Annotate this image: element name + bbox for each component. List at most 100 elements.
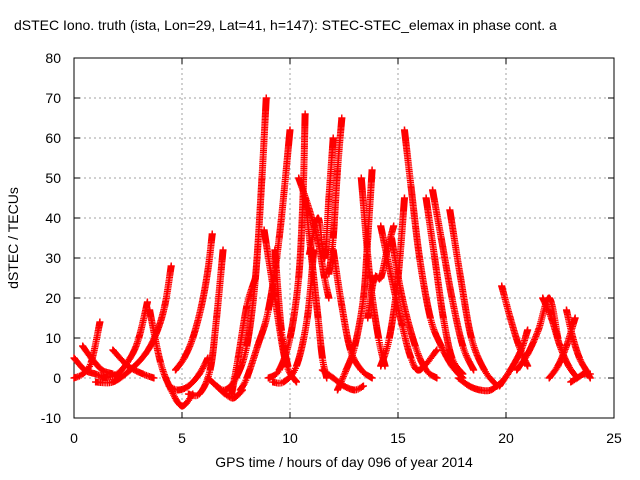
data-point bbox=[174, 386, 182, 394]
data-arc bbox=[172, 230, 216, 374]
data-point bbox=[357, 174, 365, 182]
y-tick-label: 40 bbox=[45, 210, 61, 226]
y-tick-label: 30 bbox=[45, 250, 61, 266]
data-point bbox=[448, 294, 456, 302]
data-point bbox=[582, 366, 590, 374]
data-point bbox=[305, 250, 313, 258]
data-point bbox=[465, 382, 473, 390]
data-point bbox=[329, 134, 337, 142]
data-arc bbox=[454, 374, 506, 395]
data-point bbox=[325, 194, 333, 202]
data-point bbox=[124, 362, 132, 370]
plot-frame bbox=[73, 57, 615, 419]
y-tick-label: 10 bbox=[45, 330, 61, 346]
data-point bbox=[213, 382, 221, 390]
data-point bbox=[269, 378, 277, 386]
y-tick-label: 20 bbox=[45, 290, 61, 306]
data-point bbox=[539, 294, 547, 302]
data-point bbox=[314, 214, 322, 222]
data-arc bbox=[228, 274, 259, 398]
data-point bbox=[437, 234, 445, 242]
data-point bbox=[586, 370, 594, 378]
data-point bbox=[351, 386, 359, 394]
data-point bbox=[545, 374, 553, 382]
data-point bbox=[243, 342, 251, 350]
x-tick-label: 15 bbox=[390, 430, 406, 446]
data-point bbox=[571, 314, 579, 322]
x-axis-title: GPS time / hours of day 096 of year 2014 bbox=[215, 454, 473, 470]
data-point bbox=[178, 402, 186, 410]
data-point bbox=[329, 246, 337, 254]
data-point bbox=[150, 374, 158, 382]
data-point bbox=[433, 346, 441, 354]
data-point bbox=[204, 374, 212, 382]
data-arc bbox=[429, 186, 478, 374]
data-point bbox=[407, 354, 415, 362]
data-point bbox=[143, 298, 151, 306]
data-point bbox=[400, 126, 408, 134]
data-point bbox=[400, 194, 408, 202]
data-point bbox=[388, 274, 396, 282]
data-point bbox=[70, 354, 78, 362]
data-point bbox=[487, 386, 495, 394]
data-point bbox=[454, 374, 462, 382]
data-point bbox=[437, 342, 445, 350]
data-point bbox=[301, 110, 309, 118]
data-arc bbox=[184, 246, 227, 400]
data-point bbox=[580, 370, 588, 378]
data-point bbox=[506, 314, 514, 322]
data-point bbox=[314, 238, 322, 246]
data-point bbox=[197, 302, 205, 310]
data-point bbox=[113, 370, 121, 378]
y-tick-label: 0 bbox=[53, 370, 61, 386]
data-arc bbox=[446, 206, 501, 390]
data-point bbox=[243, 374, 251, 382]
data-point bbox=[506, 366, 514, 374]
data-point bbox=[165, 382, 173, 390]
data-point bbox=[554, 362, 562, 370]
data-point bbox=[457, 274, 465, 282]
data-point bbox=[204, 266, 212, 274]
data-point bbox=[534, 326, 542, 334]
data-point bbox=[377, 222, 385, 230]
data-point bbox=[416, 366, 424, 374]
data-point bbox=[286, 126, 294, 134]
data-point bbox=[280, 378, 288, 386]
data-point bbox=[92, 378, 100, 386]
data-point bbox=[562, 306, 570, 314]
data-point bbox=[385, 334, 393, 342]
data-point bbox=[262, 94, 270, 102]
data-point bbox=[195, 390, 203, 398]
y-tick-label: 80 bbox=[45, 50, 61, 66]
data-arc bbox=[567, 370, 594, 386]
data-point bbox=[459, 370, 467, 378]
data-point bbox=[303, 314, 311, 322]
data-point bbox=[375, 334, 383, 342]
data-arc bbox=[422, 194, 467, 378]
data-point bbox=[292, 378, 300, 386]
data-point bbox=[221, 386, 229, 394]
data-point bbox=[422, 366, 430, 374]
data-point bbox=[359, 382, 367, 390]
data-point bbox=[184, 382, 192, 390]
data-point bbox=[87, 354, 95, 362]
data-point bbox=[524, 350, 532, 358]
data-point bbox=[338, 114, 346, 122]
data-point bbox=[275, 234, 283, 242]
data-point bbox=[321, 274, 329, 282]
data-point bbox=[517, 346, 525, 354]
data-point bbox=[277, 326, 285, 334]
data-point bbox=[377, 362, 385, 370]
data-point bbox=[109, 346, 117, 354]
data-point bbox=[146, 306, 154, 314]
data-point bbox=[254, 342, 262, 350]
data-point bbox=[305, 206, 313, 214]
data-point bbox=[351, 342, 359, 350]
data-point bbox=[314, 314, 322, 322]
data-point bbox=[308, 254, 316, 262]
data-arc bbox=[109, 346, 158, 382]
data-point bbox=[286, 334, 294, 342]
data-arc bbox=[496, 326, 532, 390]
y-tick-label: 60 bbox=[45, 130, 61, 146]
